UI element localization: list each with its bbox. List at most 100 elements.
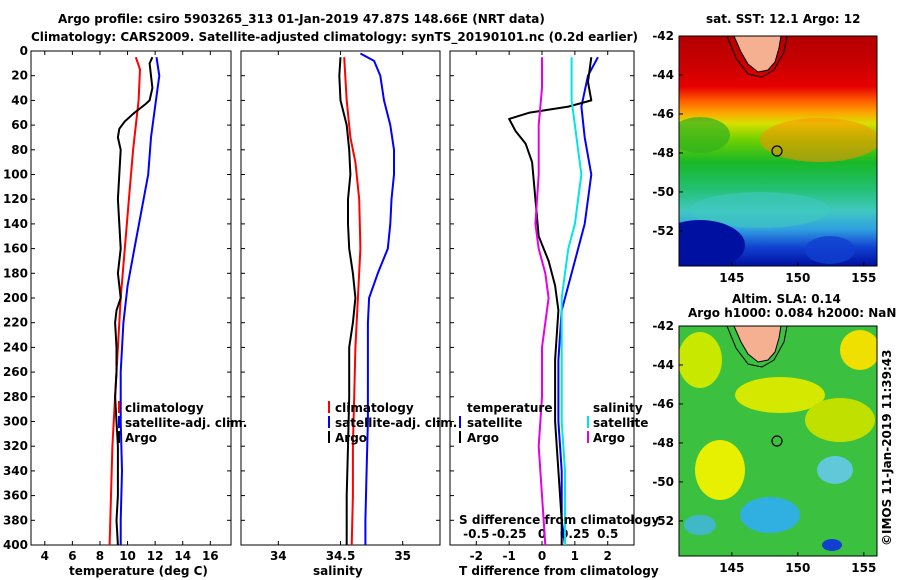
depth-tick-label: 120 xyxy=(3,192,28,206)
legend-sat-label: satellite-adj. clim. xyxy=(125,416,247,430)
depth-tick-label: 200 xyxy=(3,291,28,305)
depth-tick-label: 260 xyxy=(3,365,28,379)
depth-tick-label: 180 xyxy=(3,266,28,280)
legend-argo-label: Argo xyxy=(335,431,367,445)
map-lat-label: -50 xyxy=(652,475,674,489)
legend-clim-label: climatology xyxy=(335,401,414,415)
x-tick-label: 35 xyxy=(394,549,411,563)
map-lat-label: -52 xyxy=(652,224,674,238)
map-lat-label: -44 xyxy=(652,358,674,372)
map-lon-label: 150 xyxy=(785,561,810,575)
legend-s-argo-label: Argo xyxy=(593,431,625,445)
salinity-climatology-line xyxy=(343,57,362,546)
map-lon-label: 155 xyxy=(851,271,876,285)
tasmania-land xyxy=(733,36,782,73)
map-lat-label: -46 xyxy=(652,107,674,121)
s-tick-label: -0.5 xyxy=(463,527,489,541)
depth-tick-label: 20 xyxy=(11,69,28,83)
x-tick-label: 6 xyxy=(68,549,76,563)
x-tick-label: 14 xyxy=(174,549,191,563)
x-tick-label: 4 xyxy=(41,549,49,563)
difference-temperature-argo-line xyxy=(508,57,593,545)
legend-salinity-heading: salinity xyxy=(593,401,643,415)
depth-tick-label: 240 xyxy=(3,340,28,354)
depth-tick-label: 340 xyxy=(3,464,28,478)
legend-t-argo-label: Argo xyxy=(467,431,499,445)
map-lat-label: -50 xyxy=(652,185,674,199)
x-tick-label: 1 xyxy=(571,549,579,563)
map-lat-label: -44 xyxy=(652,68,674,82)
axis-ticks: 0204060801001201401601802002202402602803… xyxy=(3,44,634,563)
depth-tick-label: 40 xyxy=(11,93,28,107)
s-tick-label: 0 xyxy=(538,527,546,541)
sst-blue-patch xyxy=(679,220,745,266)
depth-tick-label: 360 xyxy=(3,489,28,503)
depth-tick-label: 0 xyxy=(20,44,28,58)
shelf-contour-sla xyxy=(726,326,788,368)
credit-label: ©IMOS 11-Jan-2019 11:39:43 xyxy=(880,350,894,546)
s-tick-label: -0.25 xyxy=(492,527,527,541)
legend-clim-label: climatology xyxy=(125,401,204,415)
temperature-satellite-adj-clim--line xyxy=(119,57,161,545)
difference-salinity-argo-line xyxy=(534,57,550,546)
map-lat-label: -48 xyxy=(652,436,674,450)
temperature-argo-line xyxy=(114,56,154,546)
x-tick-label: 34.5 xyxy=(326,549,356,563)
sla-cyan-patch2 xyxy=(817,456,853,484)
temperature-panel-frame xyxy=(30,50,232,546)
map-lon-label: 145 xyxy=(719,561,744,575)
tasmania-land-sla xyxy=(733,326,782,363)
difference-legend: temperature satellite Argo salinity sate… xyxy=(459,401,648,445)
figure-title-line1: Argo profile: csiro 5903265_313 01-Jan-2… xyxy=(58,12,545,27)
legend-sat-label: satellite-adj. clim. xyxy=(335,416,457,430)
sla-map-frame xyxy=(678,325,878,557)
sst-map-title: sat. SST: 12.1 Argo: 12 xyxy=(706,12,860,26)
depth-tick-label: 80 xyxy=(11,143,28,157)
depth-tick-label: 300 xyxy=(3,415,28,429)
x-tick-label: 2 xyxy=(604,549,612,563)
sla-yellow-patch3 xyxy=(805,398,875,442)
map-lon-label: 155 xyxy=(851,561,876,575)
map-lon-label: 150 xyxy=(785,271,810,285)
sst-argo-marker xyxy=(771,145,783,157)
map-lat-label: -42 xyxy=(652,319,674,333)
sla-cyan-patch3 xyxy=(684,515,716,535)
sla-map-title-1: Altim. SLA: 0.14 xyxy=(732,292,841,306)
figure-title-line2: Climatology: CARS2009. Satellite-adjuste… xyxy=(31,30,638,45)
map-lon-label: 145 xyxy=(719,271,744,285)
sst-blue-patch2 xyxy=(805,236,855,264)
sst-green-patch xyxy=(679,117,730,153)
t-difference-axis-label: T difference from climatology xyxy=(459,564,659,578)
shelf-contour xyxy=(726,36,788,78)
x-tick-label: 16 xyxy=(202,549,219,563)
depth-tick-label: 140 xyxy=(3,217,28,231)
depth-tick-label: 60 xyxy=(11,118,28,132)
sst-warm-patch xyxy=(760,118,877,162)
map-lat-label: -48 xyxy=(652,146,674,160)
salinity-satellite-adj-clim--line xyxy=(359,52,395,545)
temperature-legend: climatology satellite-adj. clim. Argo xyxy=(118,401,247,445)
sla-yellow-patch4 xyxy=(695,440,745,500)
sla-blue-patch xyxy=(822,539,842,551)
s-tick-label: 0.5 xyxy=(597,527,618,541)
profile-lines xyxy=(108,52,599,546)
legend-s-sat-label: satellite xyxy=(593,416,648,430)
sla-argo-marker xyxy=(771,435,783,447)
sst-cyan-patch xyxy=(690,192,830,228)
depth-tick-label: 100 xyxy=(3,168,28,182)
sla-yellow-patch5 xyxy=(840,330,877,370)
x-tick-label: 10 xyxy=(119,549,136,563)
legend-t-sat-label: satellite xyxy=(467,416,522,430)
map-lat-label: -42 xyxy=(652,29,674,43)
x-tick-label: 12 xyxy=(147,549,164,563)
sla-map-title-2: Argo h1000: 0.084 h2000: NaN xyxy=(688,306,896,320)
x-tick-label: 8 xyxy=(96,549,104,563)
depth-tick-label: 160 xyxy=(3,242,28,256)
x-tick-label: 0 xyxy=(538,549,546,563)
salinity-argo-line xyxy=(338,57,357,545)
depth-tick-label: 400 xyxy=(3,538,28,552)
sst-map xyxy=(679,36,877,266)
map-lat-label: -46 xyxy=(652,397,674,411)
salinity-panel-frame xyxy=(240,50,441,546)
